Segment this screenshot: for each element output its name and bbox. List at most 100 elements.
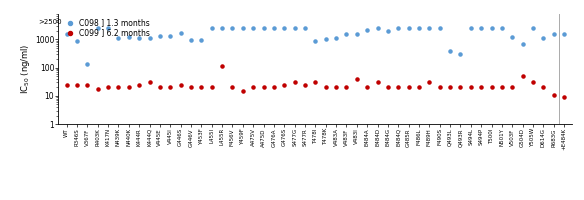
C098 ] 1.3 months xyxy=(518,42,527,45)
C099 ] 6.2 months xyxy=(228,86,237,89)
C098 ] 1.3 months xyxy=(394,27,403,30)
C098 ] 1.3 months xyxy=(466,27,475,30)
C098 ] 1.3 months xyxy=(446,49,455,52)
C099 ] 6.2 months xyxy=(507,86,517,89)
C098 ] 1.3 months xyxy=(114,37,123,40)
C098 ] 1.3 months xyxy=(435,27,444,30)
C098 ] 1.3 months xyxy=(559,33,569,36)
C098 ] 1.3 months xyxy=(207,27,217,30)
C098 ] 1.3 months xyxy=(549,33,558,36)
C098 ] 1.3 months xyxy=(456,53,465,56)
C099 ] 6.2 months xyxy=(383,86,392,89)
C099 ] 6.2 months xyxy=(352,77,361,80)
C098 ] 1.3 months xyxy=(217,27,227,30)
C098 ] 1.3 months xyxy=(249,27,258,30)
C099 ] 6.2 months xyxy=(197,86,206,89)
C098 ] 1.3 months xyxy=(342,33,351,36)
C098 ] 1.3 months xyxy=(280,27,289,30)
C099 ] 6.2 months xyxy=(487,86,496,89)
C099 ] 6.2 months xyxy=(404,86,413,89)
C099 ] 6.2 months xyxy=(155,86,165,89)
C098 ] 1.3 months xyxy=(425,27,434,30)
C098 ] 1.3 months xyxy=(373,27,382,30)
C098 ] 1.3 months xyxy=(497,27,506,30)
C099 ] 6.2 months xyxy=(217,65,227,68)
C099 ] 6.2 months xyxy=(549,93,558,96)
C098 ] 1.3 months xyxy=(363,28,372,31)
Legend: C098 ] 1.3 months, C099 ] 6.2 months: C098 ] 1.3 months, C099 ] 6.2 months xyxy=(62,18,150,37)
C099 ] 6.2 months xyxy=(124,86,134,89)
C099 ] 6.2 months xyxy=(497,86,506,89)
C098 ] 1.3 months xyxy=(269,27,279,30)
C098 ] 1.3 months xyxy=(197,38,206,42)
C098 ] 1.3 months xyxy=(176,31,185,35)
C099 ] 6.2 months xyxy=(300,83,310,86)
C099 ] 6.2 months xyxy=(456,86,465,89)
C098 ] 1.3 months xyxy=(300,27,310,30)
C098 ] 1.3 months xyxy=(404,27,413,30)
C099 ] 6.2 months xyxy=(72,83,82,86)
C099 ] 6.2 months xyxy=(311,81,320,84)
C099 ] 6.2 months xyxy=(290,81,300,84)
C098 ] 1.3 months xyxy=(383,29,392,33)
C099 ] 6.2 months xyxy=(238,89,248,92)
C099 ] 6.2 months xyxy=(446,86,455,89)
C099 ] 6.2 months xyxy=(425,81,434,84)
C099 ] 6.2 months xyxy=(466,86,475,89)
C099 ] 6.2 months xyxy=(559,96,569,99)
C099 ] 6.2 months xyxy=(269,86,279,89)
C099 ] 6.2 months xyxy=(414,86,423,89)
C098 ] 1.3 months xyxy=(145,36,154,39)
C098 ] 1.3 months xyxy=(155,35,165,38)
C099 ] 6.2 months xyxy=(103,86,113,89)
C098 ] 1.3 months xyxy=(290,27,300,30)
C098 ] 1.3 months xyxy=(134,37,144,40)
C099 ] 6.2 months xyxy=(373,81,382,84)
C099 ] 6.2 months xyxy=(331,86,340,89)
C098 ] 1.3 months xyxy=(186,38,196,42)
C098 ] 1.3 months xyxy=(238,27,248,30)
C099 ] 6.2 months xyxy=(176,83,185,86)
C098 ] 1.3 months xyxy=(228,27,237,30)
C099 ] 6.2 months xyxy=(280,83,289,86)
C098 ] 1.3 months xyxy=(331,37,340,40)
C098 ] 1.3 months xyxy=(72,39,82,42)
C099 ] 6.2 months xyxy=(93,87,102,90)
C098 ] 1.3 months xyxy=(311,39,320,42)
C099 ] 6.2 months xyxy=(166,86,175,89)
C099 ] 6.2 months xyxy=(435,86,444,89)
C099 ] 6.2 months xyxy=(83,83,92,86)
C099 ] 6.2 months xyxy=(518,75,527,78)
C098 ] 1.3 months xyxy=(507,36,517,39)
C098 ] 1.3 months xyxy=(103,27,113,30)
C098 ] 1.3 months xyxy=(83,63,92,66)
C099 ] 6.2 months xyxy=(538,86,548,89)
Y-axis label: IC$_{50}$ (ng/ml): IC$_{50}$ (ng/ml) xyxy=(19,44,32,94)
C098 ] 1.3 months xyxy=(529,27,538,30)
C098 ] 1.3 months xyxy=(124,36,134,39)
C099 ] 6.2 months xyxy=(477,86,486,89)
C099 ] 6.2 months xyxy=(394,86,403,89)
C099 ] 6.2 months xyxy=(62,83,71,86)
C098 ] 1.3 months xyxy=(538,37,548,40)
C099 ] 6.2 months xyxy=(114,86,123,89)
C099 ] 6.2 months xyxy=(363,86,372,89)
C098 ] 1.3 months xyxy=(259,27,268,30)
C099 ] 6.2 months xyxy=(249,86,258,89)
C099 ] 6.2 months xyxy=(529,81,538,84)
C099 ] 6.2 months xyxy=(186,86,196,89)
C098 ] 1.3 months xyxy=(166,35,175,38)
C098 ] 1.3 months xyxy=(352,33,361,36)
C098 ] 1.3 months xyxy=(487,27,496,30)
C099 ] 6.2 months xyxy=(342,86,351,89)
C098 ] 1.3 months xyxy=(93,27,102,30)
C099 ] 6.2 months xyxy=(145,81,154,84)
Text: >2500: >2500 xyxy=(38,19,61,25)
C099 ] 6.2 months xyxy=(321,86,331,89)
C098 ] 1.3 months xyxy=(62,33,71,36)
C098 ] 1.3 months xyxy=(414,27,423,30)
C098 ] 1.3 months xyxy=(321,38,331,41)
C099 ] 6.2 months xyxy=(207,86,217,89)
C098 ] 1.3 months xyxy=(477,27,486,30)
C099 ] 6.2 months xyxy=(259,86,268,89)
